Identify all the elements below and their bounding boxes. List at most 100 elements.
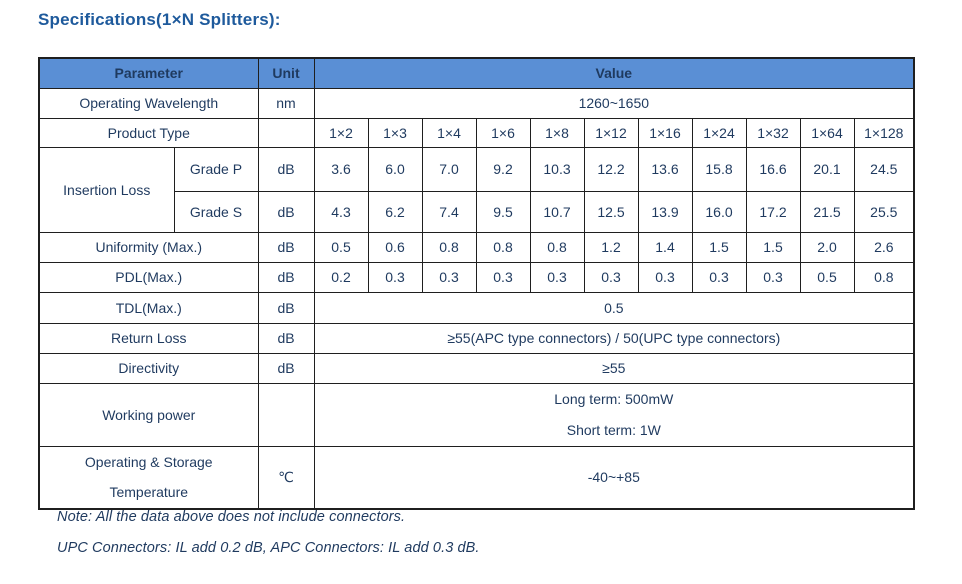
cell-value: 2.6 — [853, 231, 915, 263]
row-temperature: Operating & Storage Temperature ℃ -40~+8… — [38, 445, 915, 510]
cell-value: -40~+85 — [313, 445, 915, 510]
cell-value: 7.4 — [421, 190, 477, 233]
cell-value: 1.5 — [745, 231, 801, 263]
cell-value: 0.8 — [529, 231, 585, 263]
unit-cell: ℃ — [257, 445, 315, 510]
row-operating-wavelength: Operating Wavelength nm 1260~1650 — [38, 87, 915, 119]
cell-value: 16.0 — [691, 190, 747, 233]
cell-value: ≥55(APC type connectors) / 50(UPC type c… — [313, 322, 915, 354]
row-product-type: Product Type 1×2 1×3 1×4 1×6 1×8 1×12 1×… — [38, 117, 915, 148]
cell-value: 0.3 — [637, 261, 693, 293]
cell-value: 6.0 — [367, 146, 423, 192]
footnotes: Note: All the data above does not includ… — [57, 509, 917, 571]
row-label-insertion-loss: Insertion Loss — [38, 146, 175, 233]
cell-value: 0.3 — [421, 261, 477, 293]
unit-cell: dB — [257, 352, 315, 384]
header-value: Value — [313, 57, 915, 89]
cell-value: 0.5 — [313, 231, 369, 263]
cell-product-type: 1×8 — [529, 117, 585, 148]
cell-value: 12.5 — [583, 190, 639, 233]
unit-cell: dB — [257, 146, 315, 192]
unit-cell: dB — [257, 190, 315, 233]
working-power-short-term: Short term: 1W — [566, 421, 661, 438]
cell-value: 1.5 — [691, 231, 747, 263]
cell-product-type: 1×6 — [475, 117, 531, 148]
cell-value: 21.5 — [799, 190, 855, 233]
cell-product-type: 1×3 — [367, 117, 423, 148]
cell-value: 0.5 — [799, 261, 855, 293]
page-title: Specifications(1×N Splitters): — [38, 10, 281, 29]
cell-value: 0.8 — [475, 231, 531, 263]
row-sublabel-grade-p: Grade P — [173, 146, 259, 192]
cell-product-type: 1×24 — [691, 117, 747, 148]
cell-value: 0.8 — [421, 231, 477, 263]
cell-value: 1260~1650 — [313, 87, 915, 119]
cell-value: 13.9 — [637, 190, 693, 233]
row-tdl: TDL(Max.) dB 0.5 — [38, 291, 915, 324]
cell-value: 25.5 — [853, 190, 915, 233]
cell-product-type: 1×4 — [421, 117, 477, 148]
row-label-directivity: Directivity — [38, 352, 259, 384]
cell-value: 1.4 — [637, 231, 693, 263]
cell-value: 12.2 — [583, 146, 639, 192]
cell-value: 0.8 — [853, 261, 915, 293]
cell-value: 6.2 — [367, 190, 423, 233]
cell-value: 9.2 — [475, 146, 531, 192]
cell-value: 10.7 — [529, 190, 585, 233]
cell-value: 15.8 — [691, 146, 747, 192]
row-return-loss: Return Loss dB ≥55(APC type connectors) … — [38, 322, 915, 354]
row-directivity: Directivity dB ≥55 — [38, 352, 915, 384]
cell-product-type: 1×2 — [313, 117, 369, 148]
row-label-product-type: Product Type — [38, 117, 259, 148]
cell-value: 3.6 — [313, 146, 369, 192]
row-label-return-loss: Return Loss — [38, 322, 259, 354]
cell-value: 20.1 — [799, 146, 855, 192]
row-label-temperature: Operating & Storage Temperature — [38, 445, 259, 510]
cell-value: 4.3 — [313, 190, 369, 233]
cell-value: 7.0 — [421, 146, 477, 192]
cell-value: 2.0 — [799, 231, 855, 263]
row-label-operating-wavelength: Operating Wavelength — [38, 87, 259, 119]
cell-value: ≥55 — [313, 352, 915, 384]
note-connectors: Note: All the data above does not includ… — [57, 509, 406, 525]
cell-value: 17.2 — [745, 190, 801, 233]
row-label-uniformity: Uniformity (Max.) — [38, 231, 259, 263]
row-label-tdl: TDL(Max.) — [38, 291, 259, 324]
cell-product-type: 1×64 — [799, 117, 855, 148]
row-label-pdl: PDL(Max.) — [38, 261, 259, 293]
working-power-long-term: Long term: 500mW — [554, 390, 674, 407]
cell-product-type: 1×12 — [583, 117, 639, 148]
unit-cell: nm — [257, 87, 315, 119]
cell-product-type: 1×16 — [637, 117, 693, 148]
note-il-add: UPC Connectors: IL add 0.2 dB, APC Conne… — [57, 540, 480, 556]
cell-value: 0.3 — [475, 261, 531, 293]
table-header-row: Parameter Unit Value — [38, 57, 915, 89]
cell-value: 13.6 — [637, 146, 693, 192]
cell-value: 0.3 — [745, 261, 801, 293]
specifications-table: Parameter Unit Value Operating Wavelengt… — [38, 57, 916, 511]
row-insertion-loss-grade-p: Insertion Loss Grade P dB 3.6 6.0 7.0 9.… — [38, 146, 915, 233]
cell-value: 1.2 — [583, 231, 639, 263]
header-unit: Unit — [257, 57, 315, 89]
cell-product-type: 1×32 — [745, 117, 801, 148]
header-parameter: Parameter — [38, 57, 259, 89]
row-uniformity: Uniformity (Max.) dB 0.5 0.6 0.8 0.8 0.8… — [38, 231, 915, 263]
unit-cell: dB — [257, 291, 315, 324]
cell-value: 0.5 — [313, 291, 915, 324]
cell-value-working-power: Long term: 500mW Short term: 1W — [313, 382, 915, 447]
cell-value: 24.5 — [853, 146, 915, 192]
row-insertion-loss-grade-s: Grade S dB 4.3 6.2 7.4 9.5 10.7 12.5 13.… — [39, 190, 915, 233]
row-working-power: Working power Long term: 500mW Short ter… — [38, 382, 915, 447]
unit-cell — [257, 117, 315, 148]
row-sublabel-grade-s: Grade S — [173, 190, 259, 233]
cell-value: 10.3 — [529, 146, 585, 192]
cell-value: 0.6 — [367, 231, 423, 263]
cell-value: 0.2 — [313, 261, 369, 293]
cell-product-type: 1×128 — [853, 117, 915, 148]
cell-value: 0.3 — [583, 261, 639, 293]
cell-value: 0.3 — [691, 261, 747, 293]
cell-value: 0.3 — [529, 261, 585, 293]
cell-value: 16.6 — [745, 146, 801, 192]
unit-cell — [257, 382, 315, 447]
